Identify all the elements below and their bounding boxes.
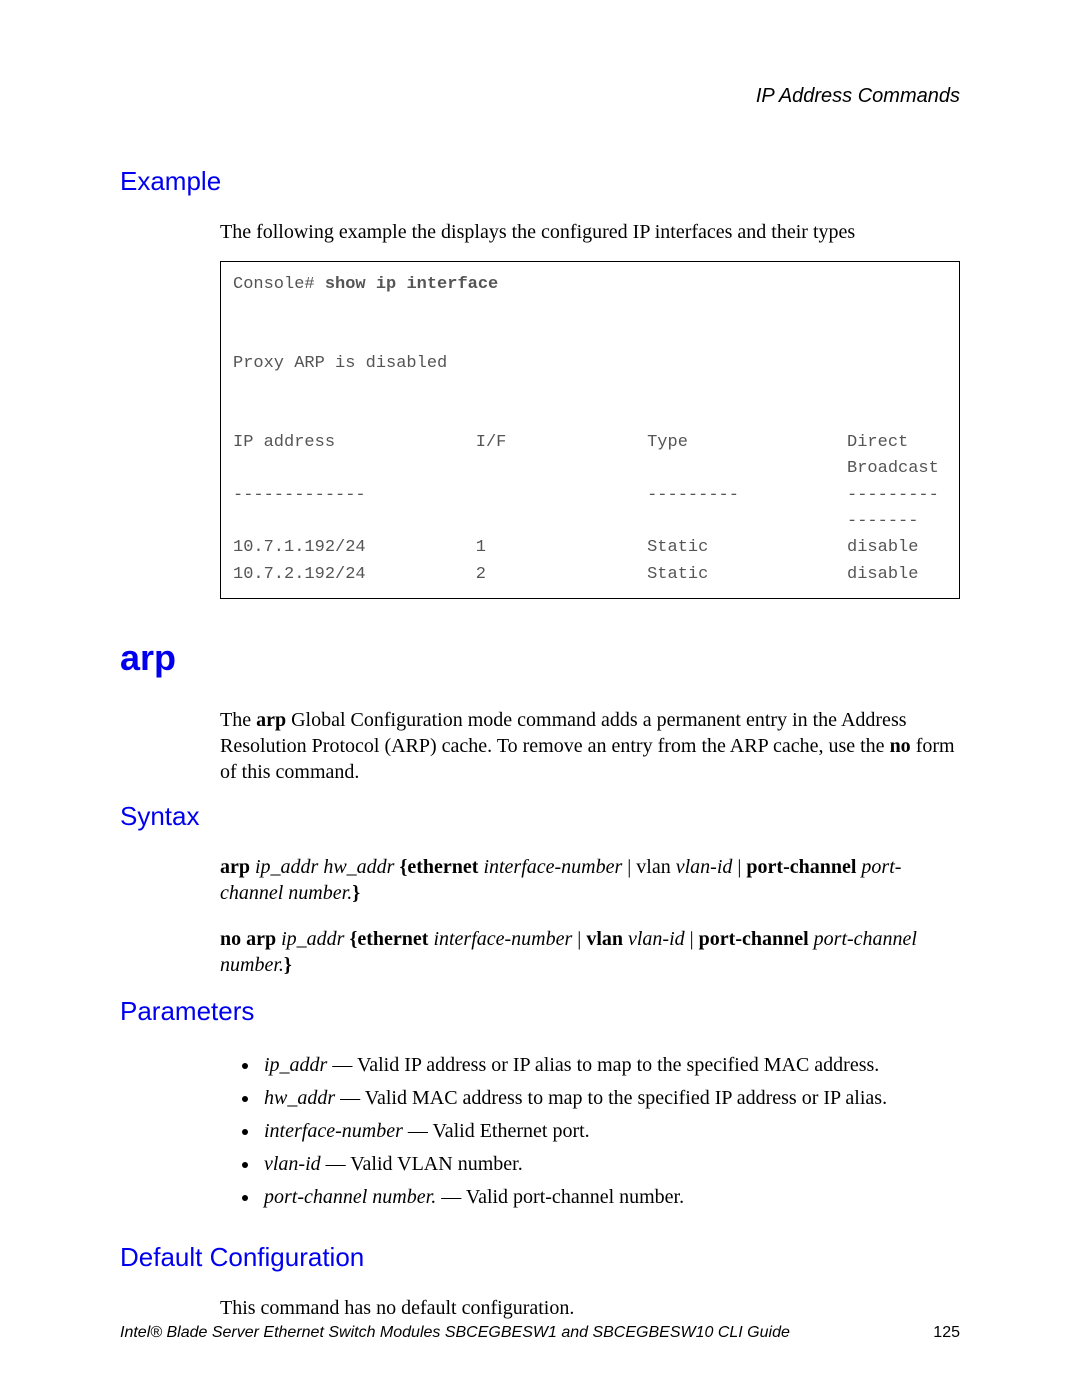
col-ip: IP address [233, 430, 476, 483]
table-sep-row: ------------- --------- ---------------- [233, 483, 947, 536]
list-item: interface-number — Valid Ethernet port. [260, 1115, 960, 1148]
table-header-row: IP address I/F Type Direct Broadcast [233, 430, 947, 483]
example-intro: The following example the displays the c… [220, 219, 960, 245]
syntax-line-2: no arp ip_addr {ethernet interface-numbe… [220, 926, 960, 978]
proxy-arp-line: Proxy ARP is disabled [233, 351, 947, 377]
parameters-list: ip_addr — Valid IP address or IP alias t… [220, 1049, 960, 1214]
col-if: I/F [476, 430, 647, 483]
list-item: hw_addr — Valid MAC address to map to th… [260, 1082, 960, 1115]
console-prompt: Console# [233, 275, 325, 294]
table-row: 10.7.2.192/24 2 Static disable [233, 562, 947, 588]
command-title: arp [120, 637, 960, 679]
syntax-heading: Syntax [120, 801, 960, 832]
table-row: 10.7.1.192/24 1 Static disable [233, 535, 947, 561]
list-item: vlan-id — Valid VLAN number. [260, 1148, 960, 1181]
list-item: port-channel number. — Valid port-channe… [260, 1181, 960, 1214]
parameters-heading: Parameters [120, 996, 960, 1027]
list-item: ip_addr — Valid IP address or IP alias t… [260, 1049, 960, 1082]
page: IP Address Commands Example The followin… [0, 0, 1080, 1397]
example-heading: Example [120, 166, 960, 197]
console-output: Console# show ip interface Proxy ARP is … [220, 261, 960, 599]
col-type: Type [647, 430, 847, 483]
default-config-heading: Default Configuration [120, 1242, 960, 1273]
default-config-text: This command has no default configuratio… [220, 1295, 960, 1321]
col-bcast: Direct Broadcast [847, 430, 947, 483]
command-description: The arp Global Configuration mode comman… [220, 707, 960, 785]
page-number: 125 [933, 1324, 960, 1342]
running-header: IP Address Commands [120, 85, 960, 108]
ip-table: IP address I/F Type Direct Broadcast ---… [233, 430, 947, 588]
footer-title: Intel® Blade Server Ethernet Switch Modu… [120, 1324, 790, 1342]
page-footer: Intel® Blade Server Ethernet Switch Modu… [120, 1324, 960, 1342]
console-command: show ip interface [325, 275, 498, 294]
syntax-line-1: arp ip_addr hw_addr {ethernet interface-… [220, 854, 960, 906]
